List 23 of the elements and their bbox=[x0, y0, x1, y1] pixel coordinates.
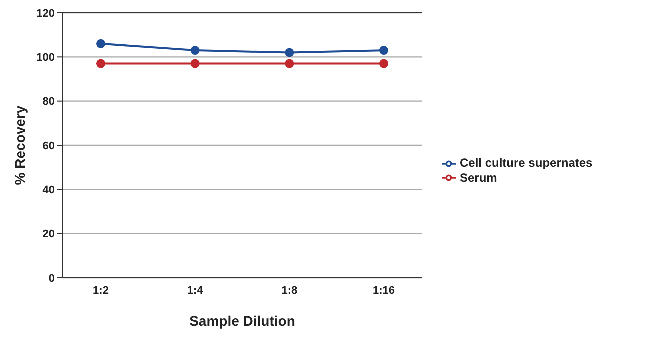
point bbox=[285, 48, 294, 58]
point bbox=[285, 59, 294, 68]
point bbox=[190, 59, 200, 68]
legend-label: Serum bbox=[460, 170, 498, 184]
y-axis-title: % Recovery bbox=[12, 106, 28, 186]
y-tick-label: 60 bbox=[42, 140, 55, 152]
x-tick-label: 1:2 bbox=[93, 284, 109, 297]
point bbox=[380, 59, 388, 68]
legend-label: Cell culture supernates bbox=[460, 156, 593, 170]
x-tick-label: 1:8 bbox=[282, 284, 298, 297]
y-tick-label: 120 bbox=[36, 8, 55, 20]
x-axis-title: Sample Dilution bbox=[190, 313, 296, 329]
y-tick-label: 20 bbox=[42, 228, 55, 241]
point bbox=[96, 39, 106, 48]
point bbox=[190, 46, 200, 56]
x-tick-label: 1:16 bbox=[372, 284, 396, 297]
y-tick-label: 40 bbox=[42, 184, 55, 197]
point bbox=[96, 59, 106, 68]
y-tick-label: 100 bbox=[36, 52, 55, 64]
x-tick-label: 1:4 bbox=[187, 284, 204, 297]
y-tick-label: 80 bbox=[42, 96, 55, 108]
point bbox=[380, 46, 388, 56]
y-tick-label: 0 bbox=[48, 272, 55, 285]
